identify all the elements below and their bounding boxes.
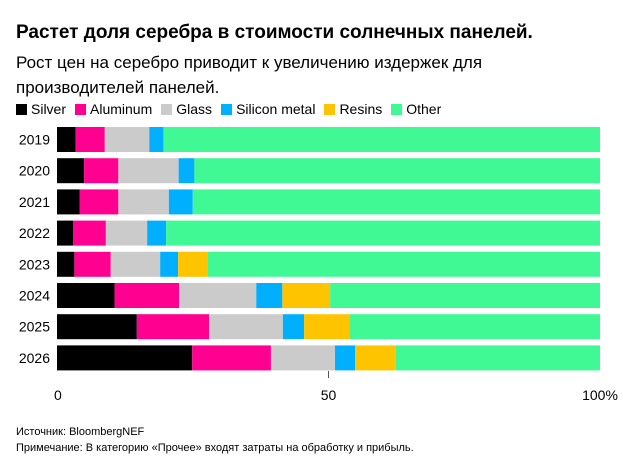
- legend: Silver Aluminum Glass Silicon metal Resins Ot…: [16, 101, 450, 117]
- bar-segment-silver: [57, 158, 85, 184]
- bar-segment-resins: [178, 251, 208, 277]
- category-label: 2019: [19, 132, 50, 148]
- bar-segment-silicon-metal: [178, 158, 195, 184]
- legend-item: Aluminum: [75, 101, 152, 117]
- legend-swatch: [324, 103, 336, 115]
- source-note: Источник: BloombergNEF: [16, 426, 145, 438]
- legend-label: Aluminum: [90, 101, 153, 117]
- bar-segment-aluminum: [74, 251, 111, 277]
- bar-segment-resins: [355, 345, 396, 371]
- bar-segment-silicon-metal: [282, 314, 305, 340]
- legend-item: Glass: [161, 101, 212, 117]
- bar-segment-silver: [57, 314, 137, 340]
- bar-segment-silver: [57, 127, 76, 152]
- bar-segment-other: [194, 158, 600, 184]
- bar-segment-other: [207, 251, 601, 277]
- bar-segment-other: [163, 127, 601, 152]
- bar-segment-glass: [105, 220, 148, 246]
- legend-label: Glass: [176, 101, 213, 117]
- category-label: 2025: [19, 319, 50, 335]
- legend-label: Silver: [31, 101, 67, 117]
- bar-segment-aluminum: [192, 345, 271, 371]
- legend-swatch: [221, 103, 233, 115]
- bar-segment-other: [166, 220, 600, 246]
- bar-segment-resins: [282, 283, 331, 308]
- legend-swatch: [16, 103, 27, 115]
- legend-swatch: [75, 103, 87, 115]
- legend-item: Other: [391, 101, 441, 117]
- bar-segment-other: [330, 283, 600, 308]
- legend-item: Resins: [324, 101, 382, 117]
- legend-label: Other: [406, 101, 442, 117]
- x-tick-label: 100%: [582, 387, 618, 403]
- bar-segment-glass: [270, 345, 336, 371]
- bar-segment-other: [349, 314, 600, 340]
- legend-item: Silver: [16, 101, 66, 117]
- category-label: 2023: [19, 256, 50, 272]
- bar-segment-silver: [57, 220, 74, 246]
- category-label: 2026: [19, 350, 50, 366]
- category-label: 2021: [19, 194, 50, 210]
- bar-segment-aluminum: [73, 220, 106, 246]
- chart-subtitle: Рост цен на серебро приводит к увеличени…: [16, 53, 483, 97]
- bar-segment-glass: [110, 251, 161, 277]
- x-tick-label: 50: [321, 387, 337, 403]
- bar-segment-aluminum: [84, 158, 119, 184]
- bar-segment-aluminum: [114, 283, 180, 308]
- category-label: 2020: [19, 163, 50, 179]
- bar-segment-silver: [57, 283, 115, 308]
- x-tick-label: 0: [54, 387, 62, 403]
- bar-segment-silver: [57, 189, 80, 215]
- chart-title: Растет доля серебра в стоимости солнечны…: [16, 22, 533, 43]
- legend-item: Silicon metal: [221, 101, 315, 117]
- bar-segment-aluminum: [75, 127, 105, 152]
- bar-segment-resins: [304, 314, 350, 340]
- bar-segment-silicon-metal: [149, 127, 164, 152]
- legend-swatch: [391, 103, 403, 115]
- footnote: Примечание: В категорию «Прочее» входят …: [16, 442, 414, 454]
- bar-segment-glass: [118, 189, 169, 215]
- bar-segment-glass: [209, 314, 283, 340]
- bar-segment-glass: [104, 127, 150, 152]
- bar-segment-aluminum: [136, 314, 210, 340]
- bar-segment-silver: [57, 251, 75, 277]
- category-label: 2022: [19, 225, 50, 241]
- bar-segment-silicon-metal: [168, 189, 193, 215]
- bar-segment-silicon-metal: [335, 345, 356, 371]
- legend-swatch: [161, 103, 173, 115]
- legend-label: Silicon metal: [236, 101, 316, 117]
- bar-segment-other: [395, 345, 600, 371]
- bar-segment-silicon-metal: [256, 283, 283, 308]
- bar-segment-glass: [179, 283, 257, 308]
- bar-segment-glass: [118, 158, 179, 184]
- bar-segment-silicon-metal: [160, 251, 179, 277]
- bar-segment-silver: [57, 345, 193, 371]
- legend-label: Resins: [339, 101, 383, 117]
- bar-segment-other: [192, 189, 600, 215]
- category-label: 2024: [19, 288, 50, 304]
- bar-segment-silicon-metal: [147, 220, 167, 246]
- bar-segment-aluminum: [79, 189, 119, 215]
